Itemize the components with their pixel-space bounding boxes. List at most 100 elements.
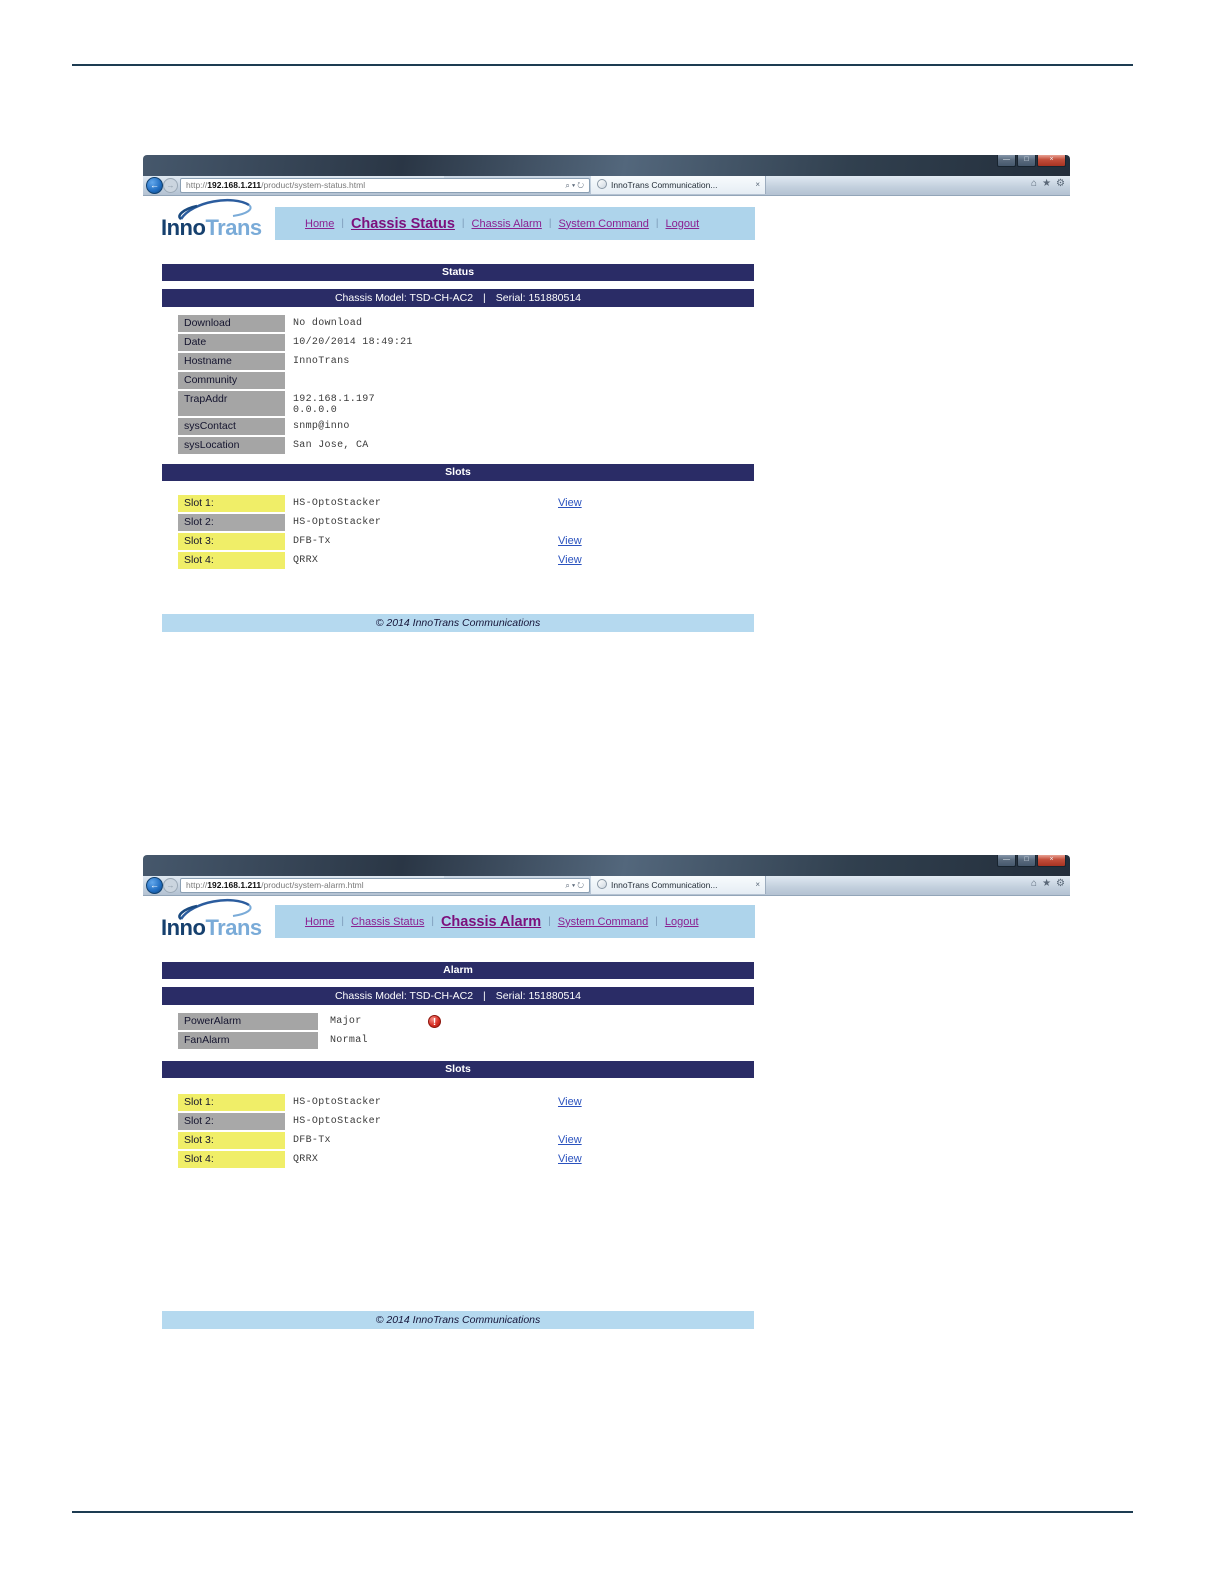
url-protocol: http:// [186, 880, 208, 890]
home-icon[interactable]: ⌂ [1031, 178, 1038, 189]
nav-home[interactable]: Home [305, 217, 335, 230]
tab-close-icon[interactable]: × [755, 880, 760, 889]
slot-value: HS-OptoStacker [293, 498, 382, 509]
copyright-footer: © 2014 InnoTrans Communications [162, 614, 754, 632]
slot-label: Slot 1: [178, 1094, 285, 1111]
slots-table: Slot 1: HS-OptoStacker View Slot 2: HS-O… [178, 1094, 582, 1170]
view-link[interactable]: View [558, 1153, 582, 1165]
slot-label: Slot 4: [178, 552, 285, 569]
dropdown-icon[interactable]: ▾ [571, 881, 578, 890]
view-link[interactable]: View [558, 535, 582, 547]
row-value: San Jose, CA [293, 440, 369, 451]
logo-part-trans: Trans [205, 915, 262, 940]
header-pipe: | [483, 990, 486, 1002]
nav-chassis-status[interactable]: Chassis Status [350, 215, 455, 232]
forward-button[interactable]: → [163, 878, 178, 893]
maximize-button[interactable]: □ [1017, 155, 1036, 167]
address-bar[interactable]: http://192.168.1.211/product/system-alar… [180, 878, 590, 893]
slot-label: Slot 3: [178, 533, 285, 550]
tab-innotrans[interactable]: × InnoTrans Communication... [591, 876, 766, 894]
nav-system-command[interactable]: System Command [557, 915, 649, 928]
main-nav: Home | Chassis Status | Chassis Alarm | … [275, 905, 755, 938]
page-favicon-icon [597, 879, 607, 889]
row-value: Major [330, 1016, 362, 1027]
nav-separator: | [341, 218, 344, 229]
close-button[interactable]: × [1037, 855, 1066, 867]
url-protocol: http:// [186, 180, 208, 190]
table-row: Slot 3: DFB-Tx View [178, 533, 582, 550]
status-table: Download No download Date 10/20/2014 18:… [178, 315, 413, 456]
nav-separator: | [655, 218, 659, 229]
nav-chassis-alarm[interactable]: Chassis Alarm [471, 217, 542, 230]
back-button[interactable]: ← [146, 877, 163, 894]
favorites-star-icon[interactable]: ★ [1042, 878, 1052, 889]
window-titlebar[interactable]: — □ × [143, 155, 1070, 177]
nav-chassis-status[interactable]: Chassis Status [350, 915, 425, 928]
table-row: Date 10/20/2014 18:49:21 [178, 334, 413, 351]
refresh-icon[interactable]: ↻ [577, 181, 586, 190]
innotrans-logo: InnoTrans [161, 898, 271, 947]
table-row: Slot 2: HS-OptoStacker [178, 1113, 381, 1130]
minimize-button[interactable]: — [997, 155, 1016, 167]
slots-table: Slot 1: HS-OptoStacker View Slot 2: HS-O… [178, 495, 582, 571]
address-bar[interactable]: http://192.168.1.211/product/system-stat… [180, 178, 590, 193]
nav-separator: | [431, 916, 434, 927]
tab-close-icon[interactable]: × [755, 180, 760, 189]
table-row: sysContact snmp@inno [178, 418, 413, 435]
chassis-model-header: Chassis Model: TSD-CH-AC2 | Serial: 151880… [162, 289, 754, 307]
nav-chassis-alarm[interactable]: Chassis Alarm [440, 913, 542, 930]
url-path: /product/system-alarm.html [261, 880, 364, 890]
view-link[interactable]: View [558, 1096, 582, 1108]
slot-value: QRRX [293, 1154, 319, 1165]
table-row: Slot 1: HS-OptoStacker View [178, 495, 582, 512]
window-titlebar[interactable]: — □ × [143, 855, 1070, 877]
view-link[interactable]: View [558, 554, 582, 566]
favorites-star-icon[interactable]: ★ [1042, 178, 1052, 189]
browser-window-chassis-status: — □ × ← → http://192.168.1.211/product/s… [143, 155, 1070, 642]
maximize-button[interactable]: □ [1017, 855, 1036, 867]
chassis-serial-text: Serial: 151880514 [495, 292, 582, 304]
table-row: PowerAlarm Major ! [178, 1013, 441, 1030]
alarm-section-header: Alarm [162, 962, 754, 979]
chassis-model-header: Chassis Model: TSD-CH-AC2 | Serial: 151880… [162, 987, 754, 1005]
slot-value: DFB-Tx [293, 1135, 331, 1146]
page-content: InnoTrans Home | Chassis Status | Chassi… [143, 896, 1070, 1335]
table-row: Slot 4: QRRX View [178, 1151, 582, 1168]
forward-button[interactable]: → [163, 178, 178, 193]
table-row: FanAlarm Normal [178, 1032, 368, 1049]
window-controls: — □ × [997, 155, 1066, 167]
slots-section-header: Slots [162, 464, 754, 481]
tools-gear-icon[interactable]: ⚙ [1056, 178, 1065, 189]
back-button[interactable]: ← [146, 177, 163, 194]
view-link[interactable]: View [558, 497, 582, 509]
logo-part-trans: Trans [205, 215, 262, 240]
view-link[interactable]: View [558, 1134, 582, 1146]
refresh-icon[interactable]: ↻ [577, 881, 586, 890]
tools-gear-icon[interactable]: ⚙ [1056, 878, 1065, 889]
status-section-header: Status [162, 264, 754, 281]
close-button[interactable]: × [1037, 155, 1066, 167]
nav-separator: | [548, 218, 552, 229]
logo-orbit-icon [178, 898, 252, 921]
nav-separator: | [461, 218, 465, 229]
nav-home[interactable]: Home [305, 915, 335, 928]
home-icon[interactable]: ⌂ [1031, 878, 1038, 889]
minimize-button[interactable]: — [997, 855, 1016, 867]
alarm-table: PowerAlarm Major ! FanAlarm Normal [178, 1013, 441, 1051]
window-controls: — □ × [997, 855, 1066, 867]
table-row: Slot 3: DFB-Tx View [178, 1132, 582, 1149]
table-row: Community [178, 372, 413, 389]
copyright-footer: © 2014 InnoTrans Communications [162, 1311, 754, 1329]
nav-system-command[interactable]: System Command [558, 217, 649, 230]
slot-label: Slot 1: [178, 495, 285, 512]
dropdown-icon[interactable]: ▾ [571, 181, 578, 190]
browser-window-chassis-alarm: — □ × ← → http://192.168.1.211/product/s… [143, 855, 1070, 1335]
nav-logout[interactable]: Logout [664, 915, 699, 928]
search-icon[interactable]: ⌕ [565, 881, 572, 890]
search-icon[interactable]: ⌕ [565, 181, 572, 190]
nav-logout[interactable]: Logout [665, 217, 700, 230]
logo-orbit-icon [178, 198, 252, 221]
nav-separator: | [341, 916, 344, 927]
tab-innotrans[interactable]: × InnoTrans Communication... [591, 176, 766, 194]
table-row: TrapAddr 192.168.1.197 0.0.0.0 [178, 391, 413, 416]
